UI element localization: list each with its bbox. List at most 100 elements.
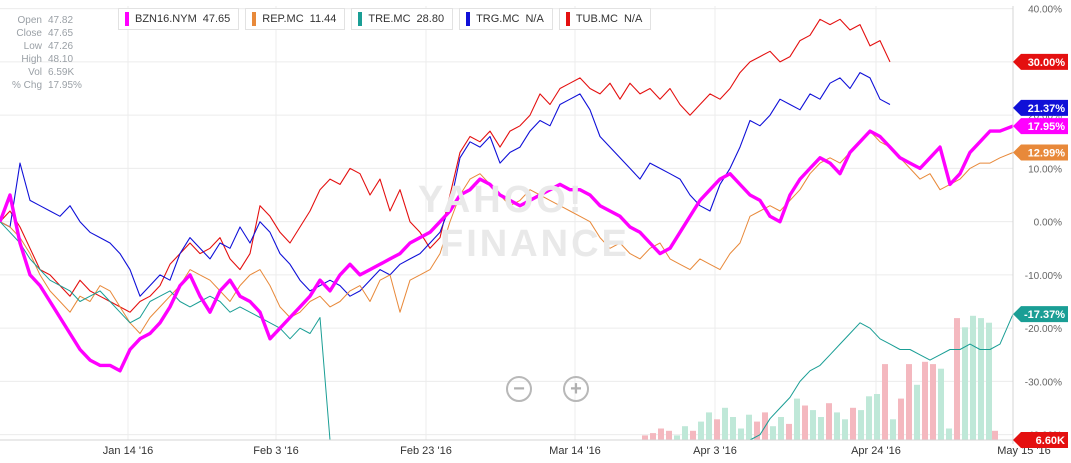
legend-swatch (358, 12, 363, 26)
end-label-text: 21.37% (1028, 103, 1066, 115)
series-line-trg-mc[interactable] (0, 72, 891, 297)
legend-swatch (466, 12, 471, 26)
volume-bar (738, 428, 744, 440)
legend-value: 28.80 (416, 13, 445, 25)
volume-bar (930, 364, 936, 440)
volume-bar (778, 417, 784, 440)
ohlc-value: 47.65 (48, 28, 74, 39)
end-label-volume: 6.60K (1013, 432, 1068, 448)
y-tick-label: 40.00% (1028, 5, 1062, 16)
volume-bar (954, 318, 960, 440)
legend-item-rep[interactable]: REP.MC 11.44 (245, 8, 346, 30)
end-label-flag (1013, 118, 1068, 135)
end-label-text: 6.60K (1036, 435, 1065, 447)
grid (0, 6, 1013, 440)
end-label-flag (1013, 144, 1068, 161)
legend-symbol: TRE.MC (368, 13, 411, 25)
legend-swatch (252, 12, 257, 26)
end-label-text: 30.00% (1028, 57, 1066, 69)
ohlc-label: Open (17, 15, 42, 26)
end-value-labels: 30.00% 21.37% 12.99% -17.37% 17.95% 6.60K (1013, 53, 1068, 448)
volume-bar (938, 368, 944, 440)
volume-bar (706, 412, 712, 440)
x-tick-label: Apr 24 '16 (851, 445, 901, 457)
volume-bar (882, 364, 888, 440)
volume-bar (992, 430, 998, 440)
legend-value: 47.65 (202, 13, 231, 25)
volume-bar (690, 430, 696, 440)
volume-bar (890, 419, 896, 440)
volume-bar (674, 435, 680, 440)
watermark-line-1: YAHOO! (418, 179, 585, 221)
volume-bar (682, 426, 688, 440)
volume-bar (946, 428, 952, 440)
ohlc-label: High (21, 54, 42, 65)
y-tick-label: 0.00% (1034, 218, 1062, 229)
legend-item-trg[interactable]: TRG.MC N/A (459, 8, 553, 30)
volume-bar (730, 417, 736, 440)
legend-item-bzn16[interactable]: BZN16.NYM 47.65 (118, 8, 240, 30)
volume-bar (834, 412, 840, 440)
volume-bar (962, 327, 968, 440)
ohlc-label: Vol (28, 67, 42, 78)
ohlc-row-high: High 48.10 (6, 53, 82, 66)
volume-bar (786, 423, 792, 440)
volume-bar (906, 364, 912, 440)
x-tick-label: Feb 3 '16 (253, 445, 299, 457)
y-tick-label: 20.00% (1028, 111, 1062, 122)
end-label-rep-mc: 12.99% (1013, 144, 1068, 161)
x-tick-label: Feb 23 '16 (400, 445, 452, 457)
volume-bar (850, 407, 856, 440)
legend-symbol: TUB.MC (575, 13, 618, 25)
legend-symbol: BZN16.NYM (135, 13, 197, 25)
y-tick-label: 10.00% (1028, 164, 1062, 175)
ohlc-label: Close (16, 28, 42, 39)
volume-bar (866, 396, 872, 440)
volume-bar (650, 433, 656, 440)
volume-bar (642, 435, 648, 440)
ohlc-panel: Open 47.82 Close 47.65 Low 47.26 High 48.10 … (6, 14, 82, 92)
volume-bar (858, 410, 864, 440)
series-line-tub-mc[interactable] (0, 18, 891, 313)
end-label-flag (1013, 53, 1068, 70)
volume-bar (826, 403, 832, 440)
x-tick-label: Mar 14 '16 (549, 445, 601, 457)
volume-bar (970, 315, 976, 440)
ohlc-value: 47.26 (48, 41, 74, 52)
yahoo-finance-watermark: YAHOO! FINANCE (418, 178, 630, 266)
volume-bar (986, 322, 992, 440)
series-line-rep-mc[interactable] (0, 130, 1014, 334)
volume-bar (658, 428, 664, 440)
x-tick-label: Apr 3 '16 (693, 445, 737, 457)
ohlc-value: 17.95% (48, 80, 82, 91)
ohlc-row-close: Close 47.65 (6, 27, 82, 40)
end-label-flag (1013, 432, 1068, 448)
volume-bar (802, 405, 808, 440)
legend-item-tre[interactable]: TRE.MC 28.80 (351, 8, 454, 30)
minus-icon: − (513, 378, 525, 400)
volume-bar (770, 426, 776, 440)
volume-bar (698, 421, 704, 440)
ohlc-row-open: Open 47.82 (6, 14, 82, 27)
ohlc-value: 48.10 (48, 54, 74, 65)
series-line-bzn16-nym[interactable] (0, 124, 1014, 373)
zoom-in-button[interactable]: + (563, 376, 589, 402)
end-label-trg-mc: 21.37% (1013, 99, 1068, 116)
legend: BZN16.NYM 47.65 REP.MC 11.44 TRE.MC 28.8… (118, 8, 652, 30)
y-tick-label: -10.00% (1025, 271, 1062, 282)
ohlc-value: 47.82 (48, 15, 74, 26)
plus-icon: + (570, 378, 582, 400)
end-label-text: 12.99% (1028, 147, 1066, 159)
volume-bar (922, 361, 928, 440)
ohlc-row-vol: Vol 6.59K (6, 66, 82, 79)
legend-value: N/A (525, 13, 544, 25)
volume-bar (754, 421, 760, 440)
y-tick-label: -20.00% (1025, 324, 1062, 335)
volume-bar (914, 384, 920, 440)
legend-value: 11.44 (309, 13, 337, 25)
legend-item-tub[interactable]: TUB.MC N/A (558, 8, 652, 30)
zoom-out-button[interactable]: − (506, 376, 532, 402)
volume-bars (642, 315, 998, 440)
legend-value: N/A (623, 13, 643, 25)
